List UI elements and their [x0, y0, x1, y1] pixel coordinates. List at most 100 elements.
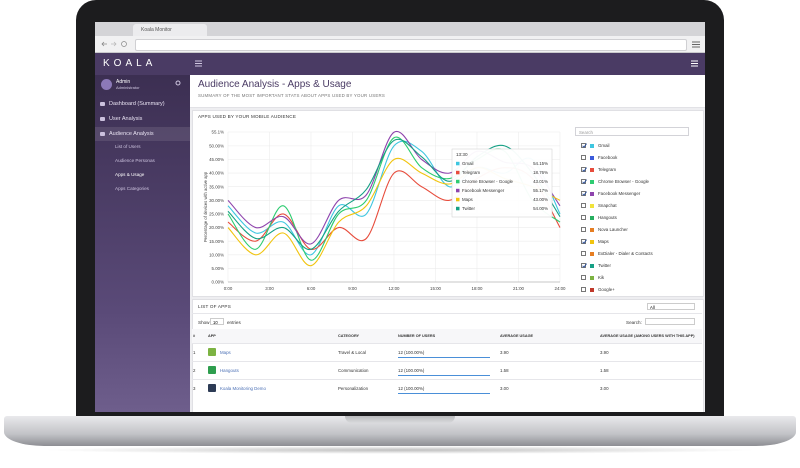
x-tick-label: 3:00	[265, 286, 274, 291]
tooltip-name: Telegram	[462, 170, 480, 175]
checkbox[interactable]	[581, 251, 586, 256]
legend-item[interactable]: Maps	[581, 237, 691, 247]
submenu-item[interactable]: List of Users	[115, 144, 141, 149]
app-icon	[208, 366, 216, 374]
length-select[interactable]: 10	[210, 318, 224, 325]
tooltip-swatch	[456, 179, 460, 184]
column-header[interactable]: APP	[208, 334, 216, 338]
table-cell[interactable]: Koala Monitoring Demo	[220, 386, 266, 391]
legend-item[interactable]: Chrome Browser - Google	[581, 177, 691, 187]
check-mark	[582, 239, 587, 244]
table-search[interactable]	[645, 318, 695, 325]
legend-search[interactable]: Search	[575, 127, 689, 136]
table-cell: 3.90	[600, 350, 609, 355]
table-cell[interactable]: Maps	[220, 350, 231, 355]
legend-label: Chrome Browser - Google	[598, 179, 649, 184]
legend-item[interactable]: Nova Launcher	[581, 225, 691, 235]
check-mark	[582, 191, 587, 196]
column-header[interactable]: NUMBER OF USERS	[398, 334, 436, 338]
legend-item[interactable]: Gmail	[581, 141, 691, 151]
y-tick-label: 50.00%	[209, 143, 224, 148]
legend-swatch	[590, 251, 594, 256]
legend-item[interactable]: Facebook	[581, 153, 691, 163]
card-title: LIST OF APPS	[198, 304, 231, 309]
checkbox[interactable]	[581, 275, 586, 280]
y-tick-label: 20.00%	[209, 225, 224, 230]
app-icon	[208, 348, 216, 356]
address-bar[interactable]	[135, 39, 687, 51]
checkbox[interactable]	[581, 179, 587, 184]
legend-item[interactable]: Google+	[581, 285, 691, 295]
checkbox[interactable]	[581, 203, 586, 208]
y-tick-label: 30.00%	[209, 198, 224, 203]
legend-item[interactable]: Kik	[581, 273, 691, 283]
menu-item[interactable]: Dashboard (Summary)	[95, 97, 190, 111]
usage-bar	[398, 375, 490, 377]
column-header[interactable]: CATEGORY	[338, 334, 360, 338]
header-menu[interactable]	[691, 60, 699, 67]
settings-icon[interactable]	[175, 80, 181, 86]
menu-toggle[interactable]	[195, 60, 203, 67]
x-tick-label: 0:00	[224, 286, 233, 291]
legend-item[interactable]: ExDialer - Dialer & Contacts	[581, 249, 691, 259]
checkbox[interactable]	[581, 215, 586, 220]
legend-item[interactable]: Twitter	[581, 261, 691, 271]
column-header[interactable]: #	[193, 334, 196, 338]
tooltip-name: Gmail	[462, 161, 473, 166]
checkbox[interactable]	[581, 287, 586, 292]
checkbox[interactable]	[581, 155, 586, 160]
checkbox[interactable]	[581, 167, 587, 172]
page-subtitle: SUMMARY OF THE MOST IMPORTANT STATS ABOU…	[198, 93, 385, 98]
submenu-item[interactable]: Apps & Usage	[115, 172, 145, 177]
nav-buttons[interactable]	[101, 39, 131, 49]
laptop-notch	[345, 416, 455, 423]
checkbox[interactable]	[581, 239, 587, 244]
table-cell: 1.58	[600, 368, 609, 373]
legend-item[interactable]: Telegram	[581, 165, 691, 175]
y-tick-label: 0.00%	[212, 280, 225, 285]
table-cell: 12 (100.00%)	[398, 368, 425, 373]
column-header[interactable]: AVERAGE USAGE	[500, 334, 534, 338]
legend-label: Facebook Messenger	[598, 191, 641, 196]
tooltip-value: 55.17%	[533, 188, 548, 193]
user-role: Administrator	[116, 85, 140, 90]
submenu-item[interactable]: Apps Categories	[115, 186, 149, 191]
app-icon	[208, 384, 216, 392]
legend-swatch	[590, 143, 594, 148]
table-cell[interactable]: Hangouts	[220, 368, 239, 373]
table-cell: 2	[193, 368, 196, 373]
legend-item[interactable]: Facebook Messenger	[581, 189, 691, 199]
tooltip-name: Maps	[462, 197, 474, 202]
checkbox[interactable]	[581, 263, 587, 268]
show-label: Show	[198, 320, 210, 325]
table-card	[192, 299, 704, 412]
table-header-bg	[192, 329, 702, 343]
series-line	[227, 138, 561, 250]
checkbox[interactable]	[581, 227, 586, 232]
checkbox[interactable]	[581, 143, 587, 148]
table-cell: 3.00	[600, 386, 609, 391]
filter-select[interactable]: All	[647, 303, 695, 310]
tooltip-swatch	[456, 170, 460, 175]
legend-item[interactable]: Hangouts	[581, 213, 691, 223]
menu-item[interactable]: Audience Analysis	[95, 127, 190, 141]
screen: Koala Monitor KOALA Admin Administrator …	[95, 22, 705, 412]
legend-swatch	[590, 191, 594, 196]
column-header[interactable]: AVERAGE USAGE (AMONG USERS WITH THIS APP…	[600, 334, 695, 338]
tooltip-value: 54.15%	[533, 161, 548, 166]
brand[interactable]: KOALA	[103, 58, 157, 69]
submenu-item[interactable]: Audience Personas	[115, 158, 155, 163]
legend-swatch	[590, 263, 594, 268]
browser-menu[interactable]	[691, 40, 701, 49]
row-divider	[192, 361, 702, 362]
menu-item[interactable]: User Analysis	[95, 112, 190, 126]
sidebar	[95, 75, 190, 412]
entries-label: entries	[227, 320, 241, 325]
browser-tab[interactable]: Koala Monitor	[133, 24, 207, 36]
legend-label: ExDialer - Dialer & Contacts	[598, 251, 653, 256]
tooltip-name: Twitter	[462, 206, 475, 211]
table-cell: 3	[193, 386, 196, 391]
legend-item[interactable]: Snapchat	[581, 201, 691, 211]
check-mark	[582, 167, 587, 172]
checkbox[interactable]	[581, 191, 587, 196]
